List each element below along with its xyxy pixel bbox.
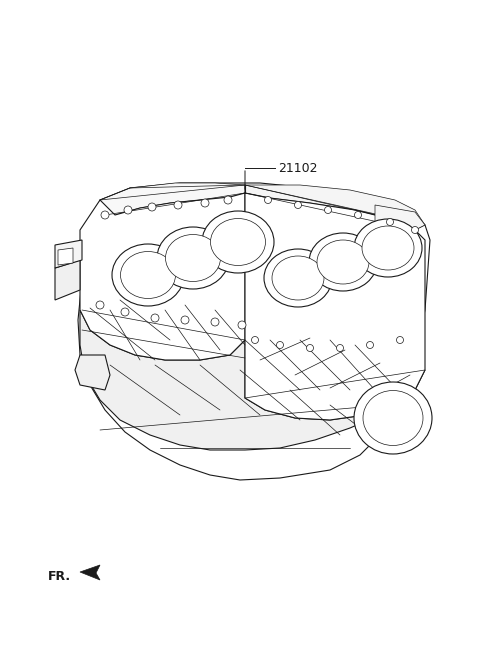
Text: FR.: FR. xyxy=(48,569,71,583)
Circle shape xyxy=(276,342,284,348)
Circle shape xyxy=(238,321,246,329)
Circle shape xyxy=(211,318,219,326)
Polygon shape xyxy=(80,310,425,450)
Ellipse shape xyxy=(317,240,369,284)
Ellipse shape xyxy=(309,233,377,291)
Circle shape xyxy=(264,197,272,203)
Circle shape xyxy=(224,196,232,204)
Circle shape xyxy=(307,344,313,352)
Polygon shape xyxy=(375,205,425,230)
Circle shape xyxy=(355,211,361,218)
Circle shape xyxy=(367,342,373,348)
Circle shape xyxy=(324,207,332,213)
Ellipse shape xyxy=(202,211,274,273)
Circle shape xyxy=(124,206,132,214)
Circle shape xyxy=(336,344,344,352)
Ellipse shape xyxy=(120,251,176,298)
Polygon shape xyxy=(245,185,425,230)
Polygon shape xyxy=(100,183,245,220)
Circle shape xyxy=(148,203,156,211)
Polygon shape xyxy=(80,193,245,360)
Circle shape xyxy=(411,226,419,234)
Ellipse shape xyxy=(363,390,423,445)
Polygon shape xyxy=(55,240,82,268)
Polygon shape xyxy=(245,193,425,420)
Text: 21102: 21102 xyxy=(278,161,317,174)
Ellipse shape xyxy=(264,249,332,307)
Polygon shape xyxy=(58,248,73,265)
Circle shape xyxy=(252,337,259,344)
Circle shape xyxy=(396,337,404,344)
Polygon shape xyxy=(75,355,110,390)
Circle shape xyxy=(295,201,301,209)
Ellipse shape xyxy=(157,227,229,289)
Ellipse shape xyxy=(211,218,265,266)
Circle shape xyxy=(181,316,189,324)
Ellipse shape xyxy=(354,382,432,454)
Polygon shape xyxy=(55,260,80,300)
Ellipse shape xyxy=(362,226,414,270)
Polygon shape xyxy=(80,565,100,580)
Circle shape xyxy=(101,211,109,219)
Polygon shape xyxy=(78,183,430,480)
Circle shape xyxy=(201,199,209,207)
Ellipse shape xyxy=(166,234,220,281)
Circle shape xyxy=(151,314,159,322)
Circle shape xyxy=(96,301,104,309)
Circle shape xyxy=(386,218,394,226)
Ellipse shape xyxy=(354,219,422,277)
Ellipse shape xyxy=(112,244,184,306)
Ellipse shape xyxy=(272,256,324,300)
Circle shape xyxy=(121,308,129,316)
Circle shape xyxy=(174,201,182,209)
